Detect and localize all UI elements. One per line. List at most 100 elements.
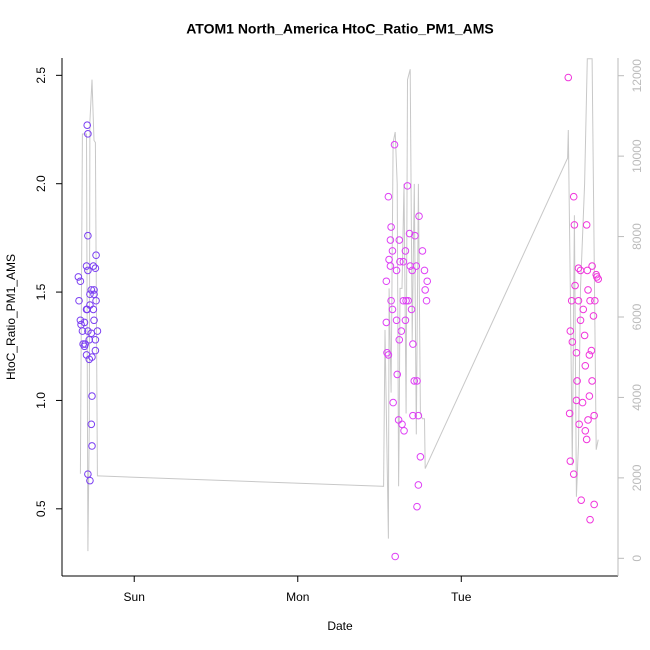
- point: [399, 296, 408, 305]
- point: [575, 420, 583, 429]
- point: [413, 502, 421, 511]
- point: [577, 496, 586, 504]
- point: [75, 296, 83, 305]
- point: [82, 262, 91, 270]
- point: [382, 318, 391, 327]
- point: [76, 316, 85, 325]
- point: [87, 420, 96, 429]
- point: [395, 236, 404, 244]
- point: [572, 348, 581, 357]
- y2-tick-label: 8000: [630, 223, 644, 250]
- point: [585, 351, 594, 359]
- point: [589, 312, 598, 320]
- point: [390, 140, 399, 149]
- point: [386, 262, 395, 270]
- point: [576, 316, 585, 325]
- point: [389, 398, 397, 407]
- point: [384, 351, 393, 359]
- y2-tick-label: 0: [630, 555, 644, 562]
- point: [393, 370, 402, 379]
- point: [565, 409, 574, 418]
- point: [590, 411, 598, 420]
- point: [573, 377, 581, 385]
- point: [569, 192, 578, 201]
- point: [91, 264, 100, 273]
- point: [587, 346, 596, 355]
- point: [90, 286, 98, 294]
- point: [578, 398, 587, 407]
- point: [384, 192, 393, 201]
- y2-tick-label: 12000: [630, 59, 644, 93]
- point: [564, 73, 573, 82]
- x-tick-label: Mon: [286, 590, 309, 604]
- point: [582, 221, 591, 229]
- point: [568, 338, 577, 346]
- point: [391, 552, 399, 561]
- point: [585, 392, 594, 400]
- point: [82, 351, 91, 359]
- point: [76, 277, 85, 286]
- point: [574, 264, 583, 273]
- x-tick-label: Sun: [124, 590, 145, 604]
- point: [418, 247, 427, 255]
- point: [594, 275, 603, 283]
- point: [586, 296, 594, 305]
- point: [88, 392, 96, 400]
- point: [423, 277, 432, 286]
- point: [396, 257, 404, 266]
- point: [86, 290, 94, 299]
- point: [574, 296, 583, 305]
- point: [582, 435, 591, 444]
- point: [382, 277, 391, 286]
- y2-tick-label: 4000: [630, 384, 644, 411]
- point: [86, 476, 94, 485]
- point: [408, 266, 417, 275]
- point: [590, 500, 598, 509]
- y2-tick-label: 10000: [630, 139, 644, 173]
- point: [579, 305, 588, 314]
- point: [410, 377, 419, 385]
- y-tick-label: 1.0: [34, 392, 48, 409]
- point: [90, 316, 98, 325]
- point: [407, 305, 416, 314]
- point: [421, 286, 429, 294]
- point: [392, 266, 401, 275]
- point: [584, 416, 592, 424]
- point: [411, 231, 419, 240]
- point: [387, 223, 395, 231]
- line: [79, 58, 599, 552]
- point: [412, 262, 421, 270]
- y-axis-label: HtoC_Ratio_PM1_AMS: [4, 254, 18, 380]
- point: [413, 377, 421, 385]
- point: [88, 442, 96, 450]
- x-axis-label: Date: [327, 619, 353, 633]
- point: [415, 212, 423, 221]
- point: [400, 426, 408, 435]
- point: [91, 346, 100, 355]
- point: [79, 340, 87, 348]
- point: [386, 236, 395, 244]
- point: [84, 266, 92, 275]
- point: [422, 296, 431, 305]
- point: [566, 457, 575, 465]
- point: [566, 327, 575, 335]
- point: [383, 348, 391, 357]
- point: [584, 286, 592, 294]
- point: [591, 296, 599, 305]
- point: [581, 426, 590, 435]
- point: [569, 470, 578, 478]
- point: [420, 266, 429, 275]
- point: [84, 231, 92, 240]
- point: [580, 331, 589, 340]
- point: [93, 327, 102, 335]
- point: [588, 377, 596, 385]
- point: [91, 335, 100, 344]
- point: [387, 296, 395, 305]
- y2-tick-label: 6000: [630, 303, 644, 330]
- y2-tick-label: 2000: [630, 464, 644, 491]
- point: [588, 262, 596, 270]
- point: [385, 255, 393, 264]
- chart-title: ATOM1 North_America HtoC_Ratio_PM1_AMS: [186, 21, 494, 37]
- point: [388, 305, 397, 314]
- point: [392, 316, 401, 325]
